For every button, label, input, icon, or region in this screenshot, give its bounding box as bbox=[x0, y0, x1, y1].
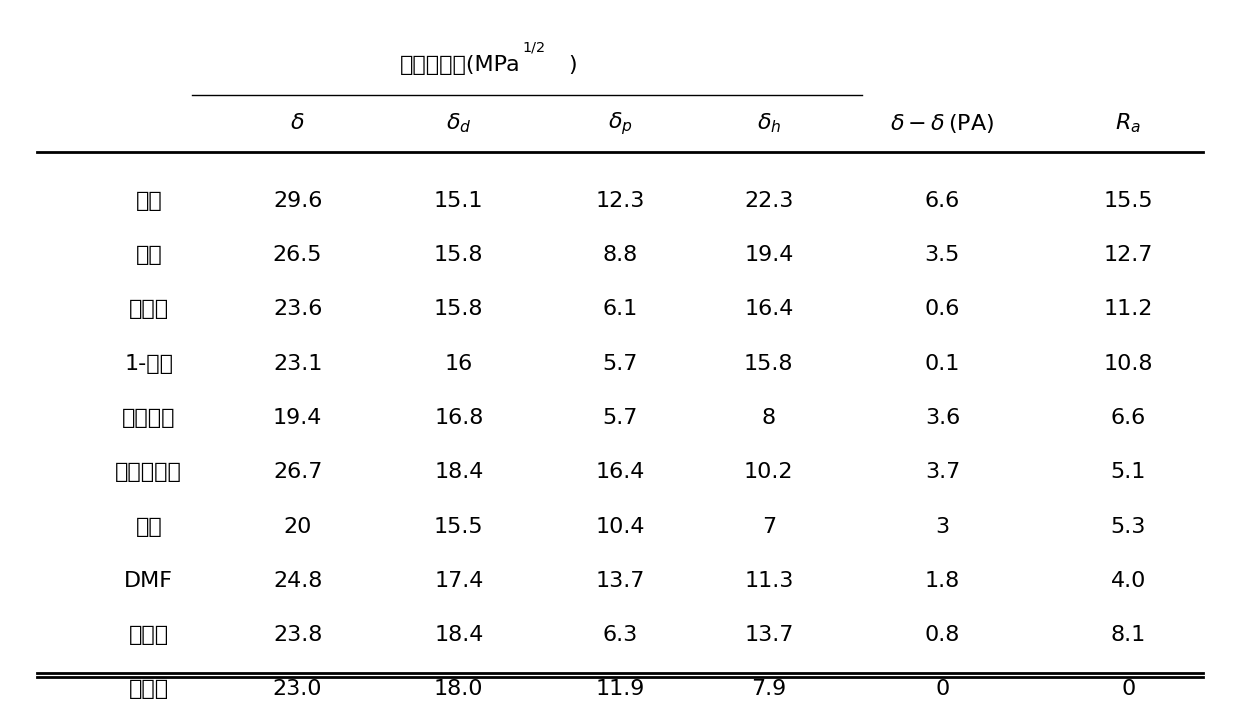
Text: 16.8: 16.8 bbox=[434, 408, 484, 428]
Text: $\delta_d$: $\delta_d$ bbox=[446, 111, 471, 135]
Text: 6.1: 6.1 bbox=[603, 300, 637, 319]
Text: 29.6: 29.6 bbox=[273, 191, 322, 211]
Text: $\delta$: $\delta$ bbox=[290, 114, 305, 133]
Text: 3.6: 3.6 bbox=[925, 408, 960, 428]
Text: 15.8: 15.8 bbox=[744, 354, 794, 374]
Text: DMF: DMF bbox=[124, 571, 174, 591]
Text: 1/2: 1/2 bbox=[522, 40, 546, 54]
Text: 3: 3 bbox=[935, 517, 950, 537]
Text: 23.6: 23.6 bbox=[273, 300, 322, 319]
Text: 乙醇: 乙醇 bbox=[135, 245, 162, 265]
Text: 18.4: 18.4 bbox=[434, 462, 484, 482]
Text: 四氢呻喂: 四氢呻喂 bbox=[122, 408, 176, 428]
Text: 26.5: 26.5 bbox=[273, 245, 322, 265]
Text: 1.8: 1.8 bbox=[925, 571, 960, 591]
Text: 15.5: 15.5 bbox=[1104, 191, 1153, 211]
Text: 17.4: 17.4 bbox=[434, 571, 484, 591]
Text: 23.8: 23.8 bbox=[273, 625, 322, 645]
Text: 6.6: 6.6 bbox=[925, 191, 960, 211]
Text: 10.2: 10.2 bbox=[744, 462, 794, 482]
Text: 0: 0 bbox=[935, 680, 950, 699]
Text: 10.4: 10.4 bbox=[595, 517, 645, 537]
Text: 11.3: 11.3 bbox=[744, 571, 794, 591]
Text: 23.1: 23.1 bbox=[273, 354, 322, 374]
Text: 15.1: 15.1 bbox=[434, 191, 484, 211]
Text: 3.5: 3.5 bbox=[925, 245, 960, 265]
Text: 1-丁醇: 1-丁醇 bbox=[124, 354, 174, 374]
Text: 16.4: 16.4 bbox=[595, 462, 645, 482]
Text: 16.4: 16.4 bbox=[744, 300, 794, 319]
Text: 5.1: 5.1 bbox=[1111, 462, 1146, 482]
Text: 15.8: 15.8 bbox=[434, 245, 484, 265]
Text: 11.9: 11.9 bbox=[595, 680, 645, 699]
Text: 19.4: 19.4 bbox=[273, 408, 322, 428]
Text: 5.3: 5.3 bbox=[1111, 517, 1146, 537]
Text: 13.7: 13.7 bbox=[595, 571, 645, 591]
Text: 二甲基亚督: 二甲基亚督 bbox=[115, 462, 182, 482]
Text: 溶解度参数(MPa: 溶解度参数(MPa bbox=[401, 55, 521, 75]
Text: 24.8: 24.8 bbox=[273, 571, 322, 591]
Text: 7.9: 7.9 bbox=[751, 680, 786, 699]
Text: 18.0: 18.0 bbox=[434, 680, 484, 699]
Text: $\delta - \delta\,\mathrm{(PA)}$: $\delta - \delta\,\mathrm{(PA)}$ bbox=[890, 112, 994, 135]
Text: 0: 0 bbox=[1121, 680, 1136, 699]
Text: 15.5: 15.5 bbox=[434, 517, 484, 537]
Text: 6.6: 6.6 bbox=[1111, 408, 1146, 428]
Text: 5.7: 5.7 bbox=[603, 408, 637, 428]
Text: 苯甲醇: 苯甲醇 bbox=[129, 625, 169, 645]
Text: 3.7: 3.7 bbox=[925, 462, 960, 482]
Text: 丙酮: 丙酮 bbox=[135, 517, 162, 537]
Text: 26.7: 26.7 bbox=[273, 462, 322, 482]
Text: 8.8: 8.8 bbox=[603, 245, 637, 265]
Text: 异丙醇: 异丙醇 bbox=[129, 300, 169, 319]
Text: $\delta_h$: $\delta_h$ bbox=[756, 111, 781, 135]
Text: 20: 20 bbox=[284, 517, 311, 537]
Text: 12.7: 12.7 bbox=[1104, 245, 1153, 265]
Text: 8.1: 8.1 bbox=[1111, 625, 1146, 645]
Text: 聚酰胺: 聚酰胺 bbox=[129, 680, 169, 699]
Text: 0.8: 0.8 bbox=[925, 625, 960, 645]
Text: 6.3: 6.3 bbox=[603, 625, 637, 645]
Text: 18.4: 18.4 bbox=[434, 625, 484, 645]
Text: 13.7: 13.7 bbox=[744, 625, 794, 645]
Text: 22.3: 22.3 bbox=[744, 191, 794, 211]
Text: ): ) bbox=[568, 55, 577, 75]
Text: 5.7: 5.7 bbox=[603, 354, 637, 374]
Text: 19.4: 19.4 bbox=[744, 245, 794, 265]
Text: 7: 7 bbox=[761, 517, 776, 537]
Text: $R_a$: $R_a$ bbox=[1116, 111, 1141, 135]
Text: 0.6: 0.6 bbox=[925, 300, 960, 319]
Text: 23.0: 23.0 bbox=[273, 680, 322, 699]
Text: 4.0: 4.0 bbox=[1111, 571, 1146, 591]
Text: 10.8: 10.8 bbox=[1104, 354, 1153, 374]
Text: 11.2: 11.2 bbox=[1104, 300, 1153, 319]
Text: $\delta_p$: $\delta_p$ bbox=[608, 110, 632, 137]
Text: 甲醇: 甲醇 bbox=[135, 191, 162, 211]
Text: 8: 8 bbox=[761, 408, 776, 428]
Text: 0.1: 0.1 bbox=[925, 354, 960, 374]
Text: 12.3: 12.3 bbox=[595, 191, 645, 211]
Text: 16: 16 bbox=[445, 354, 472, 374]
Text: 15.8: 15.8 bbox=[434, 300, 484, 319]
